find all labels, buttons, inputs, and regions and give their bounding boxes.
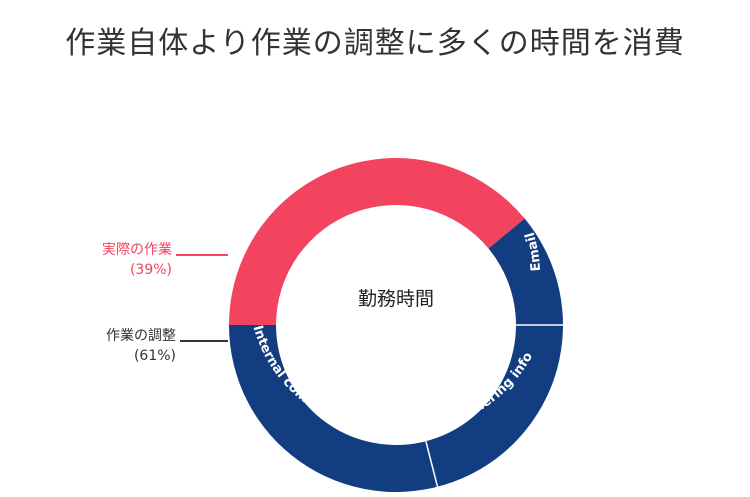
donut-center-label: 勤務時間 xyxy=(358,288,434,310)
chart-title: 作業自体より作業の調整に多くの時間を消費 xyxy=(65,26,685,61)
leader-line-coordination xyxy=(180,340,228,342)
segment-separator-2 xyxy=(425,441,439,487)
legend-coordination: 作業の調整 (61%) xyxy=(106,326,176,366)
legend-coordination-percent: (61%) xyxy=(133,348,176,364)
leader-line-actual-work xyxy=(176,254,228,256)
legend-actual-work-label: 実際の作業 xyxy=(102,242,172,258)
legend-actual-work: 実際の作業 (39%) xyxy=(102,240,172,280)
legend-coordination-label: 作業の調整 xyxy=(106,328,176,344)
slice-coordination xyxy=(229,218,564,493)
legend-actual-work-percent: (39%) xyxy=(129,262,172,278)
slice-actual-work xyxy=(229,158,525,325)
